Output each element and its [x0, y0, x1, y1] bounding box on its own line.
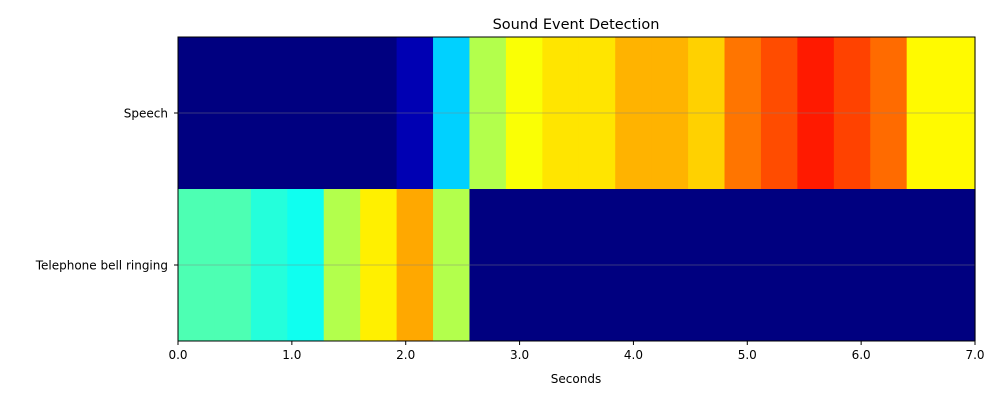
y-tick-label: Speech — [124, 107, 168, 121]
heatmap-cell — [615, 37, 653, 189]
heatmap-cell — [688, 189, 726, 341]
heatmap-cell — [250, 37, 288, 189]
heatmap-cell — [760, 189, 798, 341]
heatmap-cell — [724, 37, 762, 189]
heatmap-cell — [943, 189, 976, 341]
heatmap-cell — [323, 37, 361, 189]
heatmap-cells — [178, 37, 976, 341]
heatmap-cell — [469, 37, 507, 189]
heatmap-cell — [870, 37, 908, 189]
x-tick-label: 5.0 — [738, 348, 757, 362]
heatmap-cell — [250, 189, 288, 341]
x-axis-label: Seconds — [551, 372, 601, 386]
heatmap-cell — [433, 189, 471, 341]
y-axis-ticks: Speech Telephone bell ringing — [35, 107, 178, 273]
heatmap-cell — [724, 189, 762, 341]
row-center-lines — [178, 112, 975, 266]
heatmap-cell — [287, 37, 325, 189]
heatmap-cell — [651, 189, 689, 341]
heatmap-cell — [396, 37, 434, 189]
heatmap-cell — [178, 189, 216, 341]
heatmap-cell — [360, 37, 398, 189]
heatmap-cell — [870, 189, 908, 341]
x-tick-label: 0.0 — [168, 348, 187, 362]
x-tick-label: 7.0 — [965, 348, 984, 362]
heatmap-cell — [360, 189, 398, 341]
x-tick-label: 4.0 — [624, 348, 643, 362]
heatmap-cell — [578, 189, 616, 341]
heatmap-cell — [688, 37, 726, 189]
heatmap-cell — [578, 37, 616, 189]
heatmap-cell — [651, 37, 689, 189]
heatmap-cell — [505, 189, 543, 341]
heatmap-cell — [542, 189, 580, 341]
heatmap-cell — [760, 37, 798, 189]
heatmap-cell — [943, 37, 976, 189]
heatmap-cell — [214, 189, 252, 341]
heatmap-cell — [797, 189, 835, 341]
chart-title: Sound Event Detection — [493, 17, 660, 33]
heatmap-cell — [542, 37, 580, 189]
x-tick-label: 1.0 — [282, 348, 301, 362]
y-tick-label: Telephone bell ringing — [35, 259, 168, 273]
heatmap-cell — [505, 37, 543, 189]
heatmap-cell — [615, 189, 653, 341]
x-tick-label: 3.0 — [510, 348, 529, 362]
heatmap-cell — [214, 37, 252, 189]
heatmap-cell — [323, 189, 361, 341]
heatmap-cell — [797, 37, 835, 189]
heatmap-cell — [178, 37, 216, 189]
heatmap-cell — [469, 189, 507, 341]
x-axis-ticks: 0.0 1.0 2.0 3.0 4.0 5.0 6.0 7.0 — [168, 341, 985, 362]
heatmap-cell — [433, 37, 471, 189]
heatmap-cell — [833, 189, 871, 341]
x-tick-label: 2.0 — [396, 348, 415, 362]
heatmap-cell — [287, 189, 325, 341]
heatmap-cell — [396, 189, 434, 341]
heatmap-cell — [906, 189, 944, 341]
heatmap-cell — [833, 37, 871, 189]
x-tick-label: 6.0 — [852, 348, 871, 362]
heatmap-cell — [906, 37, 944, 189]
plot-frame — [177, 36, 976, 342]
